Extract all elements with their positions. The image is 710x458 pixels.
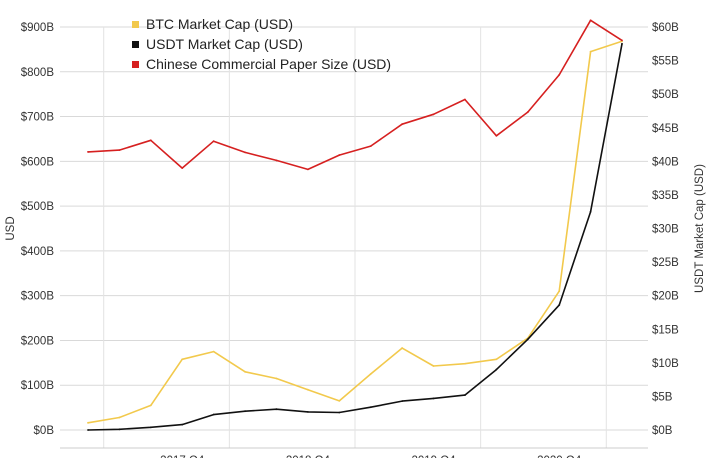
data-point-usdt-market-cap-usd (464, 394, 466, 396)
y-right-tick-label: $45B (652, 123, 679, 135)
data-point-btc-market-cap-usd (87, 421, 89, 424)
data-point-usdt-market-cap-usd (558, 304, 561, 306)
data-point-usdt-market-cap-usd (212, 413, 215, 416)
data-point-btc-market-cap-usd (149, 404, 152, 407)
data-point-chinese-commercial-paper-size-usd (306, 168, 309, 171)
series-layer (87, 19, 623, 431)
y-left-tick-label: $800B (21, 67, 55, 79)
data-point-btc-market-cap-usd (464, 362, 466, 365)
data-point-usdt-market-cap-usd (181, 423, 184, 426)
y-left-tick-label: $700B (21, 112, 55, 124)
axis-titles: USD USDT Market Cap (USD) (5, 164, 706, 293)
axis-layer: $0B $100B $200B $300B $400B $500B $600B $700B $8… (21, 22, 679, 458)
data-point-chinese-commercial-paper-size-usd (118, 149, 121, 152)
data-point-btc-market-cap-usd (558, 290, 561, 293)
y-left-tick-label: $900B (21, 22, 55, 34)
data-point-btc-market-cap-usd (244, 370, 246, 373)
y-left-tick-label: $400B (21, 246, 55, 258)
data-point-btc-market-cap-usd (369, 373, 372, 375)
data-point-usdt-market-cap-usd (369, 406, 372, 409)
legend-swatch (132, 21, 139, 28)
legend-swatch (132, 61, 139, 68)
y-right-tick-label: $5B (652, 391, 673, 403)
data-point-chinese-commercial-paper-size-usd (181, 167, 184, 169)
data-point-chinese-commercial-paper-size-usd (558, 74, 561, 76)
x-tick-label: 2020 Q4 (537, 455, 582, 458)
data-point-btc-market-cap-usd (275, 377, 278, 380)
data-point-chinese-commercial-paper-size-usd (589, 19, 592, 22)
grid-layer (60, 26, 648, 448)
y-right-tick-label: $10B (652, 358, 679, 370)
data-point-chinese-commercial-paper-size-usd (338, 154, 341, 156)
series-line-usdt-market-cap-usd (87, 43, 623, 431)
data-point-usdt-market-cap-usd (244, 410, 246, 413)
data-point-btc-market-cap-usd (212, 350, 215, 353)
data-point-btc-market-cap-usd (338, 399, 341, 402)
data-point-btc-market-cap-usd (306, 388, 309, 391)
data-point-chinese-commercial-paper-size-usd (464, 98, 466, 101)
data-point-chinese-commercial-paper-size-usd (87, 151, 89, 153)
y-right-tick-label: $55B (652, 56, 679, 68)
y-right-tick-label: $35B (652, 190, 679, 202)
y-left-tick-label: $500B (21, 201, 55, 213)
data-point-chinese-commercial-paper-size-usd (212, 140, 215, 143)
data-point-chinese-commercial-paper-size-usd (526, 111, 529, 113)
data-point-usdt-market-cap-usd (118, 428, 121, 431)
legend-label: USDT Market Cap (USD) (146, 36, 303, 52)
data-point-usdt-market-cap-usd (495, 368, 498, 371)
data-point-usdt-market-cap-usd (149, 426, 152, 429)
legend: BTC Market Cap (USD) USDT Market Cap (USD… (132, 16, 391, 72)
data-point-usdt-market-cap-usd (401, 400, 404, 403)
data-point-usdt-market-cap-usd (589, 210, 592, 213)
data-point-btc-market-cap-usd (432, 365, 435, 367)
data-point-usdt-market-cap-usd (432, 397, 435, 400)
data-point-btc-market-cap-usd (118, 416, 121, 419)
y-right-tick-label: $50B (652, 89, 679, 101)
y-left-axis-title: USD (5, 216, 17, 240)
x-tick-label: 2017 Q4 (160, 455, 205, 458)
data-point-chinese-commercial-paper-size-usd (275, 159, 278, 162)
y-left-tick-label: $200B (21, 335, 55, 347)
data-point-usdt-market-cap-usd (526, 338, 529, 341)
y-right-axis-title: USDT Market Cap (USD) (694, 164, 706, 293)
y-left-tick-label: $100B (21, 380, 55, 392)
data-point-chinese-commercial-paper-size-usd (149, 139, 152, 142)
data-point-chinese-commercial-paper-size-usd (495, 134, 498, 137)
y-right-tick-label: $20B (652, 291, 679, 303)
data-point-btc-market-cap-usd (181, 358, 184, 361)
legend-label: BTC Market Cap (USD) (146, 16, 293, 32)
data-point-btc-market-cap-usd (401, 347, 404, 349)
data-point-btc-market-cap-usd (589, 50, 592, 53)
y-left-tick-label: $0B (34, 425, 55, 437)
data-point-chinese-commercial-paper-size-usd (621, 39, 623, 42)
series-line-btc-market-cap-usd (87, 40, 623, 424)
data-point-chinese-commercial-paper-size-usd (432, 113, 435, 116)
data-point-usdt-market-cap-usd (87, 429, 89, 431)
x-tick-label: 2018 Q4 (286, 455, 331, 458)
legend-swatch (132, 41, 139, 48)
data-point-usdt-market-cap-usd (306, 410, 309, 413)
data-point-chinese-commercial-paper-size-usd (401, 123, 404, 126)
y-right-tick-label: $30B (652, 224, 679, 236)
data-point-usdt-market-cap-usd (621, 42, 623, 45)
y-right-tick-label: $25B (652, 257, 679, 269)
y-right-tick-label: $60B (652, 22, 679, 34)
legend-label: Chinese Commercial Paper Size (USD) (146, 56, 391, 72)
y-right-tick-label: $40B (652, 156, 679, 168)
x-tick-label: 2019 Q4 (411, 455, 456, 458)
data-point-usdt-market-cap-usd (275, 408, 278, 411)
data-point-chinese-commercial-paper-size-usd (244, 151, 246, 154)
data-point-btc-market-cap-usd (495, 358, 498, 361)
data-point-usdt-market-cap-usd (338, 411, 341, 414)
series-line-chinese-commercial-paper-size-usd (87, 19, 623, 171)
y-right-tick-label: $0B (652, 425, 673, 437)
y-right-tick-label: $15B (652, 324, 679, 336)
y-left-tick-label: $600B (21, 156, 55, 168)
y-left-tick-label: $300B (21, 291, 55, 303)
data-point-chinese-commercial-paper-size-usd (369, 145, 372, 148)
